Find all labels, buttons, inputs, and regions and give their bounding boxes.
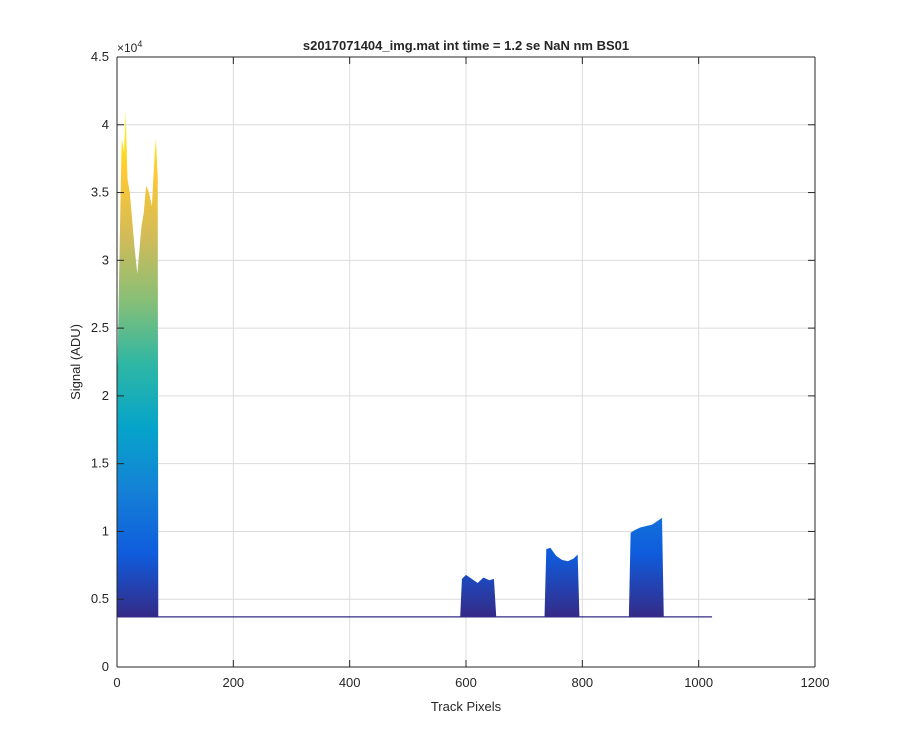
tick-labels: 0 200 400 600 800 1000 1200 0 0.5 1 1.5 2 2.5 3 3.5 4 4.… (91, 49, 830, 690)
x-tick-label: 0 (113, 675, 120, 690)
y-tick-label: 0 (102, 659, 109, 674)
data-series (117, 111, 713, 618)
x-tick-label: 400 (339, 675, 361, 690)
grid-lines (117, 57, 815, 667)
y-tick-label: 1.5 (91, 456, 109, 471)
x-tick-label: 1000 (684, 675, 713, 690)
y-axis-label: Signal (ADU) (68, 324, 83, 400)
y-tick-label: 4.5 (91, 49, 109, 64)
x-axis-label: Track Pixels (431, 699, 502, 714)
axes (116, 56, 816, 668)
x-tick-label: 600 (455, 675, 477, 690)
y-tick-label: 1 (102, 523, 109, 538)
y-exponent-label: ×104 (117, 39, 142, 55)
x-tick-label: 800 (571, 675, 593, 690)
y-tick-label: 3.5 (91, 185, 109, 200)
y-tick-label: 2.5 (91, 320, 109, 335)
x-tick-label: 1200 (801, 675, 830, 690)
x-tick-label: 200 (222, 675, 244, 690)
y-tick-label: 3 (102, 252, 109, 267)
y-tick-label: 0.5 (91, 591, 109, 606)
signal-area-4 (628, 517, 664, 617)
chart-title: s2017071404_img.mat int time = 1.2 se Na… (303, 38, 629, 53)
signal-area-3 (544, 547, 580, 617)
y-tick-label: 4 (102, 117, 109, 132)
signal-area-2 (460, 574, 497, 617)
y-tick-label: 2 (102, 388, 109, 403)
